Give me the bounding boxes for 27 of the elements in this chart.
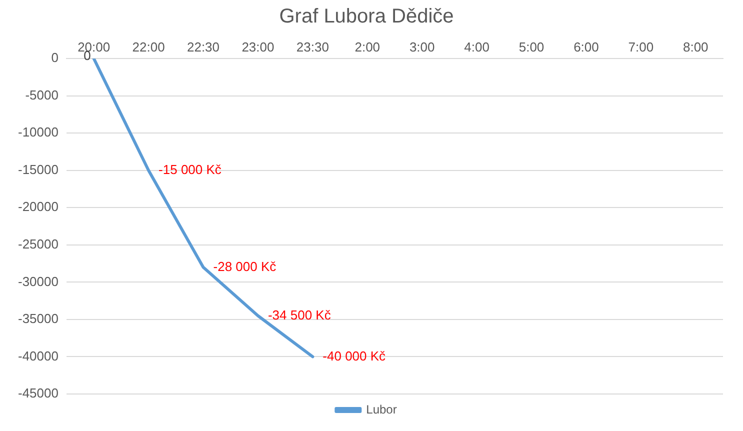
data-label: -28 000 Kč — [213, 258, 277, 274]
y-tick-label: -25000 — [18, 236, 58, 252]
y-tick-label: -20000 — [18, 199, 58, 214]
y-tick-label: -35000 — [18, 311, 58, 326]
x-tick-label: 22:00 — [132, 39, 165, 54]
y-tick-label: -40000 — [18, 348, 58, 364]
y-tick-label: -30000 — [18, 274, 58, 289]
y-tick-label: -45000 — [18, 386, 58, 401]
x-tick-label: 4:00 — [464, 39, 490, 54]
x-tick-label: 3:00 — [409, 39, 435, 54]
x-tick-label: 5:00 — [518, 39, 544, 54]
chart-title: Graf Lubora Dědiče — [279, 6, 454, 28]
x-tick-label: 7:00 — [628, 39, 654, 54]
x-tick-label: 22:30 — [186, 39, 220, 54]
data-label: -40 000 Kč — [322, 348, 386, 364]
x-tick-label: 8:00 — [682, 39, 708, 54]
data-label: -34 500 Kč — [268, 307, 332, 322]
y-tick-label: -5000 — [25, 87, 58, 102]
x-tick-label: 2:00 — [354, 39, 380, 54]
x-tick-label: 23:30 — [296, 39, 329, 54]
data-label: -15 000 Kč — [158, 162, 222, 177]
x-tick-label: 6:00 — [574, 39, 599, 54]
legend-label: Lubor — [366, 402, 397, 416]
y-tick-label: -10000 — [18, 124, 58, 140]
y-tick-label: -15000 — [18, 162, 58, 177]
y-tick-label: 0 — [51, 50, 58, 66]
x-tick-label: 23:00 — [242, 39, 274, 54]
